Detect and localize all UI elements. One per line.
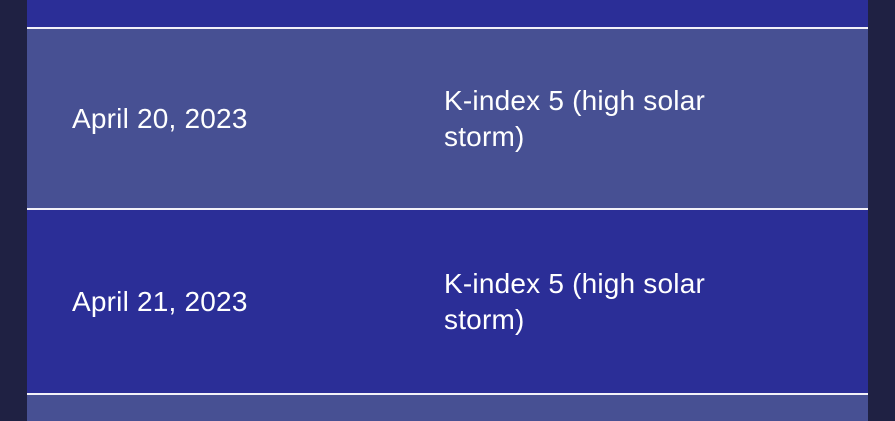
date-cell: April 21, 2023 <box>72 285 248 317</box>
row-divider <box>27 208 868 210</box>
table-row: April 21, 2023 K-index 5 (high solar sto… <box>27 210 868 393</box>
date-cell: April 20, 2023 <box>72 102 248 134</box>
kindex-value: K-index 5 (high solar storm) <box>444 267 705 335</box>
kindex-cell: K-index 5 (high solar storm) <box>400 83 868 155</box>
table-row: April 20, 2023 K-index 5 (high solar sto… <box>27 29 868 208</box>
row-divider <box>27 393 868 395</box>
table-row-partial-top <box>27 0 868 27</box>
kindex-cell: K-index 5 (high solar storm) <box>400 266 868 338</box>
table-row-partial-bottom <box>27 395 868 421</box>
row-divider <box>27 27 868 29</box>
kindex-value: K-index 5 (high solar storm) <box>444 84 705 152</box>
events-table: April 20, 2023 K-index 5 (high solar sto… <box>27 0 868 421</box>
